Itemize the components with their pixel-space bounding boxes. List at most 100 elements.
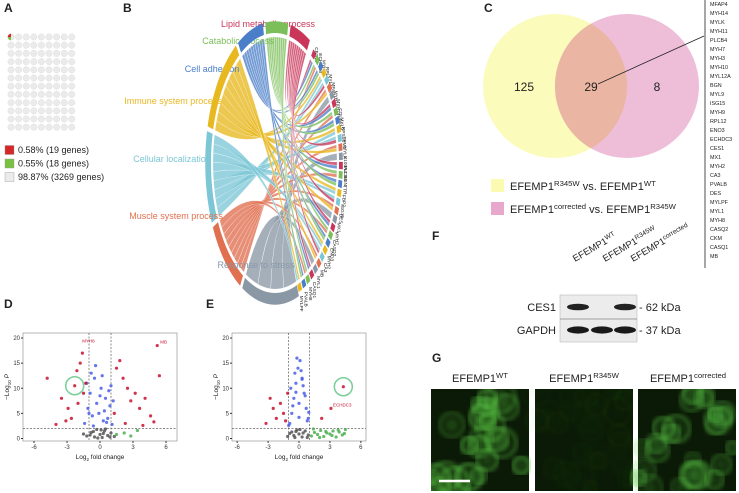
waffle-dot: [68, 58, 76, 65]
volcano-point: [298, 427, 302, 432]
volcano-point: [274, 416, 278, 420]
gene-box: [332, 214, 338, 225]
process-arc: [242, 277, 299, 305]
waffle-dot: [45, 50, 53, 57]
y-tick-label: 15: [222, 361, 229, 367]
cell: [585, 444, 612, 471]
gene-box: [335, 197, 341, 207]
venn-legend-label-part: R345W: [554, 179, 580, 188]
cell-body: [634, 473, 643, 483]
waffle-dot: [38, 66, 45, 74]
waffle-dot: [53, 91, 60, 98]
cell: [613, 389, 636, 412]
waffle-dot: [68, 33, 76, 41]
cell-body: [619, 395, 630, 406]
x-axis-label-part: fold change: [288, 454, 324, 461]
gene-label: CES1: [313, 47, 319, 60]
cell-body: [527, 383, 544, 400]
waffle-dot: [15, 115, 23, 123]
y-tick-label: 0: [17, 436, 21, 442]
x-axis-label-part: Log: [76, 454, 87, 461]
gene-list-item: MYH11: [710, 29, 728, 35]
gene-label: ISG15: [339, 204, 345, 218]
volcano-point: [89, 371, 93, 375]
chord-ribbon: [268, 37, 320, 112]
cell-body: [709, 474, 720, 485]
gene-label: RPL12: [324, 67, 330, 82]
y-axis-label-part: 10: [216, 380, 221, 386]
waffle-dot: [38, 123, 45, 131]
waffle-dot: [30, 115, 38, 123]
waffle-dot: [22, 82, 30, 90]
x-tick-label: 3: [131, 445, 135, 451]
y-tick-label: 0: [226, 436, 230, 442]
gene-box: [336, 188, 342, 198]
volcano-point: [320, 416, 324, 420]
gene-list-item: MYH8: [710, 218, 725, 224]
y-tick-label: 20: [222, 336, 229, 342]
waffle-dot: [22, 123, 30, 131]
volcano-point: [99, 386, 103, 390]
volcano-point: [112, 411, 116, 415]
plot-frame: [22, 332, 178, 442]
waffle-dot: [30, 66, 38, 74]
x-tick-label: 0: [98, 445, 102, 451]
volcano-point: [336, 428, 340, 432]
volcano-point: [107, 389, 111, 393]
volcano-point: [135, 428, 139, 433]
gene-label: CA3: [322, 263, 328, 273]
volcano-point: [114, 366, 119, 370]
volcano-point: [92, 435, 97, 439]
cell-body: [710, 412, 726, 428]
legend-swatch: [4, 172, 15, 182]
waffle-dot: [68, 91, 76, 98]
waffle-dot: [15, 66, 23, 74]
gene-list-item: CASQ2: [710, 227, 728, 233]
venn-legend-label-part: EFEMP1: [510, 204, 554, 216]
gene-list-item: MYL1: [710, 209, 724, 215]
volcano-point: [301, 431, 305, 435]
cell-body: [688, 455, 698, 465]
waffle-dot: [53, 74, 60, 82]
waffle-dot: [45, 107, 53, 115]
gene-box: [331, 98, 337, 109]
waffle-dot: [53, 66, 60, 74]
volcano-point: [305, 435, 309, 440]
volcano-point: [98, 394, 102, 398]
gene-label: S100A4: [342, 156, 348, 173]
venn-legend-label-part: corrected: [554, 202, 586, 211]
waffle-dot: [15, 91, 23, 98]
blot-band: [614, 326, 636, 334]
waffle-dot: [7, 41, 15, 49]
cell-body: [641, 480, 657, 491]
volcano-point: [87, 411, 91, 415]
volcano-point: [112, 434, 116, 439]
y-tick-label: 5: [17, 411, 21, 417]
gene-box: [335, 115, 340, 125]
volcano-point: [108, 404, 112, 408]
venn-legend-label-part: vs. EFEMP1: [586, 204, 650, 216]
volcano-point: [306, 416, 310, 420]
volcano-point: [81, 391, 86, 395]
cell-body: [616, 460, 626, 470]
x-tick-label: -3: [64, 445, 70, 451]
volcano-point: [123, 421, 127, 426]
volcano-point: [121, 376, 125, 380]
blot-band: [614, 303, 636, 311]
waffle-dot: [30, 82, 38, 90]
cell: [710, 453, 733, 476]
cell-body: [674, 482, 686, 491]
cell-body: [587, 484, 595, 492]
chord-ribbon: [288, 42, 331, 125]
volcano-point: [331, 429, 335, 433]
waffle-dot: [22, 66, 30, 74]
volcano-point: [99, 428, 103, 432]
waffle-dot: [22, 33, 30, 41]
venn-legend-label: EFEMP1R345W vs. EFEMP1WT: [510, 179, 656, 193]
cell: [635, 474, 663, 491]
waffle-dot: [45, 41, 53, 49]
cell-body: [531, 414, 544, 427]
y-tick-label: 20: [13, 336, 20, 342]
gene-box: [325, 237, 331, 249]
volcano-point: [69, 416, 73, 420]
